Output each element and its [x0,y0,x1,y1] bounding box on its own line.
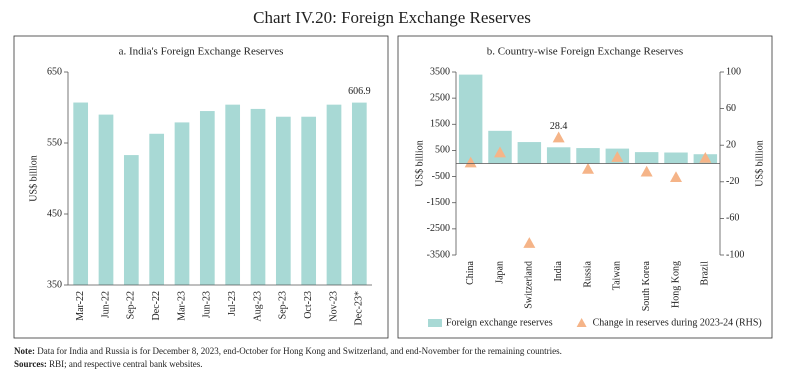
bar [351,102,367,285]
x-tick-label: Sep-23 [278,291,289,319]
y-tick-label: 550 [47,137,62,148]
legend-swatch [576,318,587,327]
x-tick-label: Oct-23 [303,291,314,319]
panel-border [13,35,389,339]
x-tick-label: India [553,260,564,281]
x-tick-label: Jun-23 [202,291,213,318]
bar [73,102,89,285]
bar [250,108,266,285]
bar [301,116,317,285]
triangle-marker [670,171,682,183]
sources-label: Sources: [14,359,47,369]
y-axis-label: US$ billion [28,155,39,201]
y-tick-label: -1500 [427,197,450,208]
y-tick-label: 2500 [430,92,450,103]
note: Note: Data for India and Russia is for D… [14,346,562,356]
legend-label: Change in reserves during 2023-24 (RHS) [593,317,762,328]
legend-swatch [428,319,442,327]
note-text: Data for India and Russia is for Decembe… [37,346,562,356]
y2-tick-label: -60 [726,213,739,224]
data-label: 28.4 [550,121,568,132]
bar [225,104,241,285]
y2-tick-label: 20 [726,139,736,150]
bar [199,111,215,285]
y-tick-label: -500 [432,171,450,182]
x-tick-label: Jul-23 [227,291,238,316]
bar [576,148,600,164]
x-tick-label: Nov-23 [328,291,339,322]
x-tick-label: South Korea [641,260,652,311]
y-tick-label: 650 [47,66,62,77]
x-tick-label: Aug-23 [252,291,263,322]
bar [98,114,114,285]
y2-tick-label: -100 [726,249,744,260]
x-tick-label: Mar-23 [176,291,187,321]
sources: Sources: RBI; and respective central ban… [14,359,203,369]
x-tick-label: Dec-23* [354,291,365,325]
y2-tick-label: -20 [726,176,739,187]
triangle-marker [523,237,536,248]
bar [634,152,659,164]
bar [326,104,342,285]
x-tick-label: Dec-22 [151,291,162,320]
bar [123,155,139,285]
y2-tick-label: 60 [726,103,736,114]
y2-axis-label: US$ billion [754,140,765,186]
x-tick-label: China [465,260,476,284]
y-tick-label: 500 [435,145,450,156]
panel-title: b. Country-wise Foreign Exchange Reserve… [487,46,683,58]
x-tick-label: Hong Kong [670,261,681,308]
y-axis-label: US$ billion [414,140,425,186]
note-label: Note: [14,346,35,356]
triangle-marker [640,165,653,177]
x-tick-label: Sep-22 [126,291,137,319]
triangle-marker [464,156,477,168]
bar [664,152,688,164]
x-tick-label: Russia [582,260,593,287]
triangle-marker [494,146,506,158]
panel-border [397,35,773,339]
triangle-marker [611,151,624,162]
panel-title: a. India's Foreign Exchange Reserves [119,46,284,58]
bar [275,116,291,285]
bar [458,74,483,164]
x-tick-label: Mar-22 [75,291,86,321]
sources-text: RBI; and respective central bank website… [49,359,202,369]
x-tick-label: Taiwan [612,261,623,290]
x-tick-label: Switzerland [524,261,535,309]
bar [149,133,165,285]
y-tick-label: 1500 [430,119,450,130]
y-tick-label: 450 [47,208,62,219]
triangle-marker [582,162,594,174]
bar [174,122,190,285]
legend-label: Foreign exchange reserves [446,317,553,328]
x-tick-label: Brazil [700,261,711,286]
triangle-marker [699,152,712,163]
x-tick-label: Jun-22 [100,291,111,318]
y-tick-label: -2500 [427,223,450,234]
y2-tick-label: 100 [726,66,741,77]
bar [517,142,542,164]
y-tick-label: 350 [47,279,62,290]
figure-title: Chart IV.20: Foreign Exchange Reserves [253,8,531,27]
bar [546,147,571,164]
data-label: 606.9 [348,86,371,97]
y-tick-label: 3500 [430,66,450,77]
y-tick-label: -3500 [427,249,450,260]
triangle-marker [552,131,565,143]
x-tick-label: Japan [494,261,505,284]
